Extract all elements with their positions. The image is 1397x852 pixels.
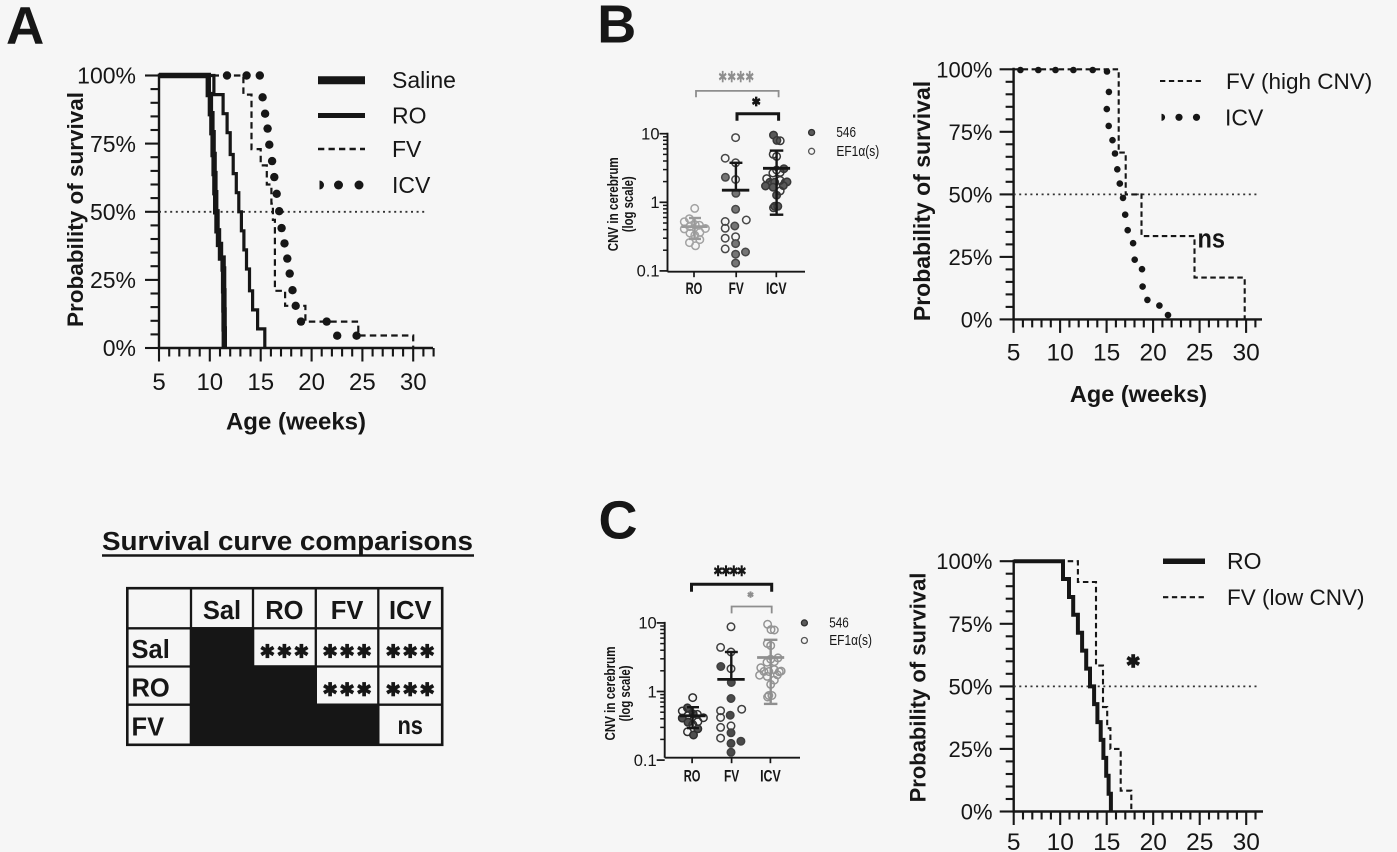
svg-text:FV: FV xyxy=(331,597,364,625)
svg-text:0.1: 0.1 xyxy=(637,263,660,281)
svg-text:5: 5 xyxy=(1007,829,1021,852)
svg-text:0%: 0% xyxy=(961,800,993,825)
svg-text:75%: 75% xyxy=(90,131,136,157)
svg-text:25: 25 xyxy=(1186,340,1213,367)
svg-text:ICV: ICV xyxy=(392,172,431,198)
svg-text:RO: RO xyxy=(265,597,303,625)
svg-text:RO: RO xyxy=(392,103,427,129)
svg-text:Sal: Sal xyxy=(203,597,241,625)
svg-text:30: 30 xyxy=(400,369,427,396)
svg-text:Probability of survival: Probability of survival xyxy=(63,92,88,327)
svg-text:CNV in cerebrum: CNV in cerebrum xyxy=(602,647,619,741)
svg-text:100%: 100% xyxy=(936,57,992,82)
svg-text:50%: 50% xyxy=(948,674,992,699)
svg-text:ICV: ICV xyxy=(389,597,432,625)
svg-text:10: 10 xyxy=(1046,340,1073,367)
svg-text:546: 546 xyxy=(836,125,856,141)
svg-text:10: 10 xyxy=(638,615,656,633)
svg-text:100%: 100% xyxy=(77,63,136,89)
svg-text:15: 15 xyxy=(247,369,274,396)
svg-text:ICV: ICV xyxy=(760,768,781,786)
svg-text:FV (low CNV): FV (low CNV) xyxy=(1227,585,1365,610)
svg-text:RO: RO xyxy=(686,280,703,298)
svg-text:Age (weeks): Age (weeks) xyxy=(226,409,366,436)
svg-text:20: 20 xyxy=(1139,340,1166,367)
svg-text:FV: FV xyxy=(132,714,165,742)
svg-text:Probability of survival: Probability of survival xyxy=(906,573,931,803)
svg-text:ns: ns xyxy=(397,710,423,740)
svg-text:FV (high CNV): FV (high CNV) xyxy=(1226,69,1372,94)
svg-text:10: 10 xyxy=(196,369,223,396)
svg-text:Survival curve comparisons: Survival curve comparisons xyxy=(102,528,473,556)
svg-text:10: 10 xyxy=(1047,829,1074,852)
svg-text:546: 546 xyxy=(829,616,849,632)
svg-text:20: 20 xyxy=(298,369,325,396)
svg-text:(log scale): (log scale) xyxy=(620,176,637,232)
svg-text:C: C xyxy=(599,491,638,551)
svg-text:1: 1 xyxy=(650,194,659,212)
svg-text:5: 5 xyxy=(1007,340,1021,367)
svg-text:ns: ns xyxy=(1198,226,1226,254)
svg-text:ICV: ICV xyxy=(1225,104,1264,130)
svg-text:30: 30 xyxy=(1232,340,1259,367)
svg-text:B: B xyxy=(597,0,636,55)
svg-text:RO: RO xyxy=(132,674,170,702)
svg-text:1: 1 xyxy=(648,683,657,701)
svg-text:25: 25 xyxy=(349,369,376,396)
svg-text:25: 25 xyxy=(1186,829,1213,852)
svg-text:RO: RO xyxy=(684,768,701,786)
svg-text:(log scale): (log scale) xyxy=(617,665,634,721)
svg-text:FV: FV xyxy=(392,136,422,162)
svg-text:30: 30 xyxy=(1233,829,1260,852)
svg-text:75%: 75% xyxy=(948,612,992,637)
svg-text:0.1: 0.1 xyxy=(634,752,657,770)
svg-text:EF1α(s): EF1α(s) xyxy=(829,633,872,649)
svg-text:50%: 50% xyxy=(948,182,992,207)
svg-text:15: 15 xyxy=(1093,340,1120,367)
svg-text:15: 15 xyxy=(1093,829,1120,852)
svg-text:100%: 100% xyxy=(936,549,992,574)
svg-text:75%: 75% xyxy=(948,120,992,145)
svg-text:20: 20 xyxy=(1140,829,1167,852)
svg-text:Probability of survival: Probability of survival xyxy=(909,81,935,321)
svg-text:Saline: Saline xyxy=(392,67,456,93)
svg-text:25%: 25% xyxy=(948,245,992,270)
svg-text:Age (weeks): Age (weeks) xyxy=(1070,381,1207,407)
svg-text:25%: 25% xyxy=(90,267,136,293)
svg-text:ICV: ICV xyxy=(766,280,787,298)
svg-text:25%: 25% xyxy=(948,737,992,762)
svg-text:Sal: Sal xyxy=(132,636,170,664)
svg-text:5: 5 xyxy=(152,369,165,396)
svg-text:FV: FV xyxy=(724,768,739,786)
svg-text:50%: 50% xyxy=(90,199,136,225)
svg-text:0%: 0% xyxy=(103,335,136,361)
svg-text:CNV in cerebrum: CNV in cerebrum xyxy=(605,157,622,251)
svg-text:A: A xyxy=(6,0,44,56)
svg-text:FV: FV xyxy=(729,280,744,298)
svg-text:RO: RO xyxy=(1227,548,1262,574)
svg-text:EF1α(s): EF1α(s) xyxy=(836,144,879,160)
svg-text:0%: 0% xyxy=(961,307,993,332)
svg-text:10: 10 xyxy=(641,126,659,144)
